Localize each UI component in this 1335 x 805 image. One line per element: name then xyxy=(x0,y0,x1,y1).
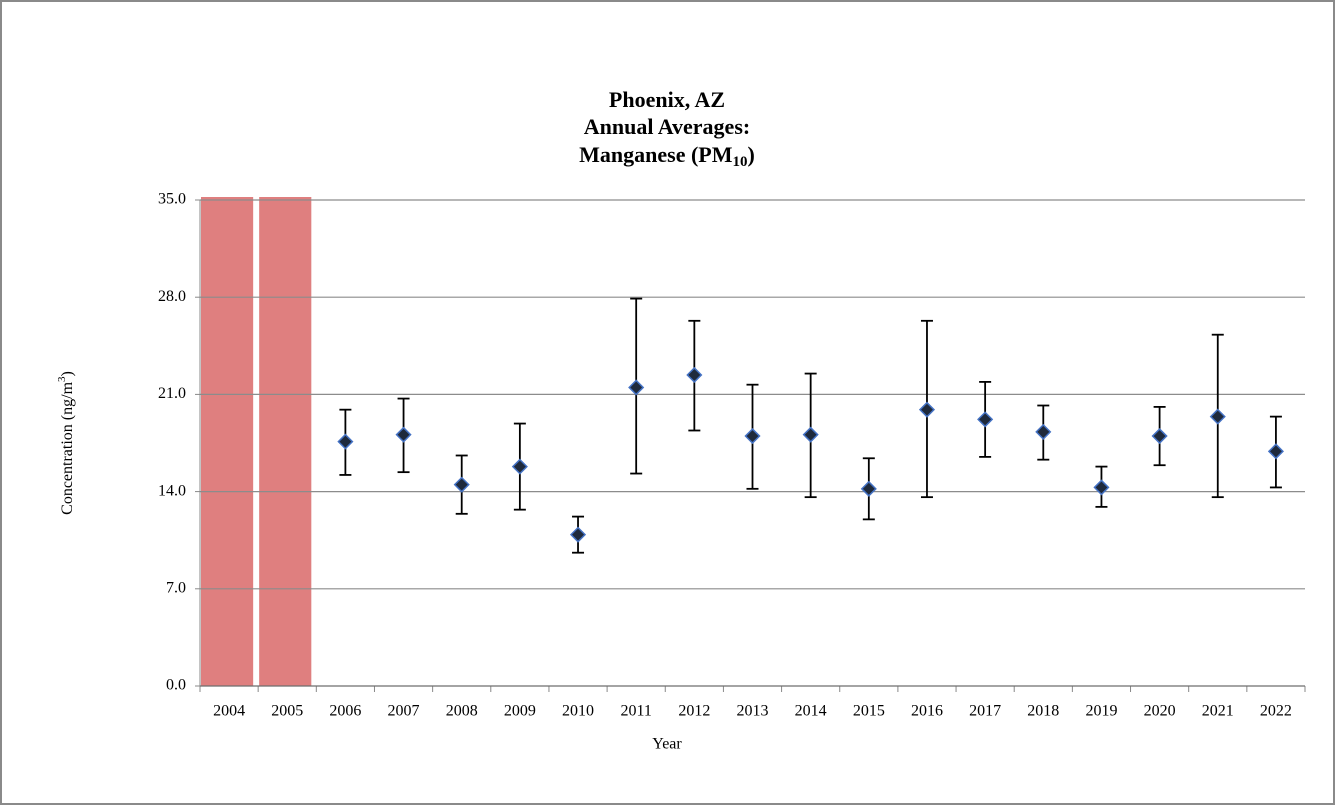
chart-title: Annual Averages: xyxy=(584,114,750,139)
data-point xyxy=(628,379,645,396)
y-tick-label: 28.0 xyxy=(158,288,186,305)
y-tick-label: 7.0 xyxy=(166,579,186,596)
data-point xyxy=(744,427,761,445)
x-tick-label: 2011 xyxy=(620,703,651,720)
data-point xyxy=(1267,443,1284,460)
chart-title-subscript: 10 xyxy=(733,154,748,170)
x-tick-label: 2010 xyxy=(562,703,594,720)
x-tick-label: 2007 xyxy=(388,703,420,720)
x-tick-label: 2015 xyxy=(853,703,885,720)
x-axis-label: Year xyxy=(652,736,682,753)
x-tick-label: 2019 xyxy=(1085,703,1117,720)
data-point xyxy=(395,426,412,443)
y-axis-label-superscript: 3 xyxy=(56,376,68,382)
data-point xyxy=(337,433,354,450)
data-point xyxy=(860,480,877,497)
data-point xyxy=(1151,427,1168,445)
y-tick-label: 21.0 xyxy=(158,385,186,402)
x-tick-label: 2014 xyxy=(795,703,827,720)
data-point xyxy=(569,526,587,543)
x-tick-label: 2022 xyxy=(1260,703,1292,720)
x-tick-label: 2004 xyxy=(213,703,245,720)
no-data-band xyxy=(201,197,254,686)
chart-title: Manganese (PM10) xyxy=(579,142,755,170)
data-point xyxy=(802,426,819,443)
data-point xyxy=(977,411,994,428)
x-tick-label: 2012 xyxy=(678,703,710,720)
data-point xyxy=(1209,408,1226,425)
x-tick-label: 2013 xyxy=(737,703,769,720)
y-axis-label-text: Concentration (ng/m xyxy=(59,381,76,514)
data-point xyxy=(511,458,528,475)
x-tick-label: 2017 xyxy=(969,703,1001,720)
x-tick-label: 2021 xyxy=(1202,703,1234,720)
data-point xyxy=(1093,479,1110,496)
y-tick-label: 35.0 xyxy=(158,191,186,208)
no-data-band xyxy=(259,197,312,686)
y-tick-label: 14.0 xyxy=(158,482,186,499)
data-point xyxy=(453,476,470,493)
x-tick-label: 2008 xyxy=(446,703,478,720)
y-axis-label: Concentration (ng/m3) xyxy=(56,371,76,515)
y-axis-label-suffix: ) xyxy=(59,371,76,376)
y-tick-label: 0.0 xyxy=(166,677,186,694)
data-point xyxy=(686,366,703,384)
chart-title-text: Manganese (PM xyxy=(579,142,733,167)
x-tick-label: 2020 xyxy=(1144,703,1176,720)
data-point xyxy=(1035,423,1052,440)
x-tick-label: 2005 xyxy=(271,703,303,720)
chart-title: Phoenix, AZ xyxy=(609,87,725,112)
data-point xyxy=(918,401,936,418)
x-tick-label: 2018 xyxy=(1027,703,1059,720)
x-tick-label: 2006 xyxy=(329,703,361,720)
x-tick-label: 2016 xyxy=(911,703,943,720)
chart-title-suffix: ) xyxy=(748,142,755,167)
x-tick-label: 2009 xyxy=(504,703,536,720)
